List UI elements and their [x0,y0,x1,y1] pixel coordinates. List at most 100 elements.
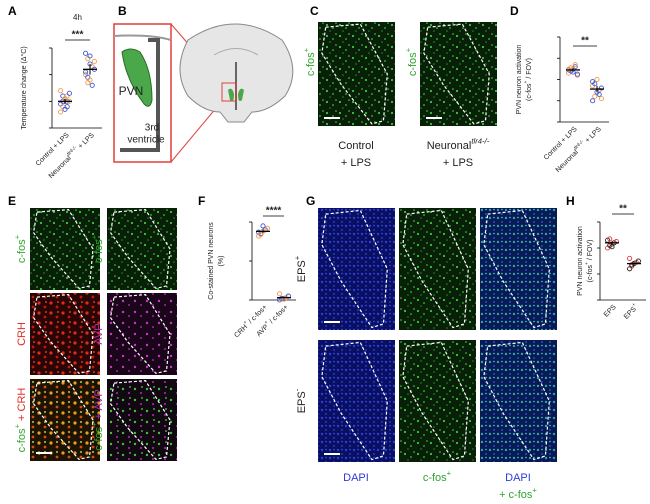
condition-label: + LPS [443,157,473,169]
y-axis-label: Co-stained PVN neurons [208,222,215,300]
data-point [85,80,91,86]
superscript: + [524,80,529,83]
text-part: / FOV) [587,240,594,263]
column-label: c-fos+ [423,469,452,484]
condition-label: Neuronaltlr4-/- [427,137,490,152]
panel-letter: C [310,4,319,18]
brain-detail [213,48,259,56]
data-point [574,71,580,77]
data-point [258,231,264,238]
text-part: Neuronal [48,155,73,180]
superscript: + [632,303,638,309]
data-point [64,104,70,110]
column-label: + c-fos+ [499,486,537,501]
data-point [83,50,89,56]
region-outline [32,294,94,375]
data-point [83,69,89,75]
ventricle-label: 3rd [145,123,159,134]
ventricle-label: ventricle [127,135,165,146]
data-point [596,91,602,97]
text-part: Neuronal [427,140,472,152]
superscript: + [243,320,249,326]
micrograph [318,22,395,126]
significance-label: **** [266,206,282,217]
text-part: / FOV) [526,58,533,81]
data-point [264,225,270,231]
stain-label: c-fos+ + CRH [13,388,28,453]
stain-label: CRH [16,322,28,346]
region-outline [109,294,171,375]
column-label: DAPI [343,472,369,484]
text-part: EPS [296,260,308,282]
y-axis-label: PVN neuron activation [577,226,584,296]
superscript: + [264,320,270,326]
brain-edge [113,34,172,41]
region-outline [483,341,550,461]
panel-letter: D [510,4,519,18]
region-outline [109,209,171,290]
text-part: + AVP [93,389,105,422]
significance-label: ** [581,36,589,47]
superscript: + [532,486,537,495]
text-part: / c-fos+ [267,304,290,327]
stain-label: c-fos+ [404,47,419,76]
data-point [89,82,95,88]
superscript: + [447,469,452,478]
region-outline [321,341,388,461]
panel-letter: E [8,194,16,208]
y-axis-label: Temperature change (Δ°C) [20,46,28,129]
region-label: PVN [119,84,144,98]
significance-label: ** [619,204,627,215]
y-axis-label: (c-fos+ / FOV) [585,240,593,283]
micrograph [399,208,476,330]
micrograph [30,293,100,375]
text-part: c-fos [305,52,317,76]
micrograph [480,340,557,462]
x-tick-label: EPS+ [622,303,640,321]
region-outline [109,380,171,461]
text-part: c-fos [423,472,447,484]
x-tick-label: Neuronaltlr4-/- + LPS [46,130,96,180]
superscript: + [302,47,311,52]
diagram [113,23,294,163]
stain-label: c-fos+ [302,47,317,76]
micrograph [107,208,177,290]
zoom-marker [221,82,237,102]
data-point [58,88,64,94]
text-part: + LPS [76,132,96,152]
pvn-small [238,88,244,102]
data-point [590,98,596,104]
row-label: EPS- [293,388,308,413]
data-point [277,291,283,297]
stain-label: c-fos+ + AVP [90,389,105,450]
text-part: c-fos [16,239,28,263]
data-point [66,90,72,96]
data-point [613,238,619,245]
condition-label: + LPS [341,157,371,169]
y-axis-label: (c-fos+ / FOV) [524,58,532,101]
region-outline [32,209,94,290]
superscript: - [293,388,302,391]
text-part: + LPS [583,126,603,146]
data-point [598,96,604,102]
chart-title: 4h [73,13,82,22]
text-part: Neuronal [555,149,580,174]
data-point [87,53,93,59]
superscript: + [90,422,99,427]
micrograph [107,293,177,375]
region-outline [32,380,94,461]
data-point [627,255,633,261]
region-outline [402,341,469,461]
row-label: EPS+ [293,255,308,282]
data-point [609,244,615,250]
superscript: tlr4-/- [471,137,489,146]
micrograph [107,379,177,461]
data-point [607,236,613,242]
x-tick-label: EPS [603,304,618,319]
superscript: + [90,234,99,239]
stain-label: AVP [93,323,105,344]
panel-letter: A [8,4,17,18]
superscript: + [293,255,302,260]
text-part: c-fos [93,426,105,450]
data-point [572,62,578,68]
